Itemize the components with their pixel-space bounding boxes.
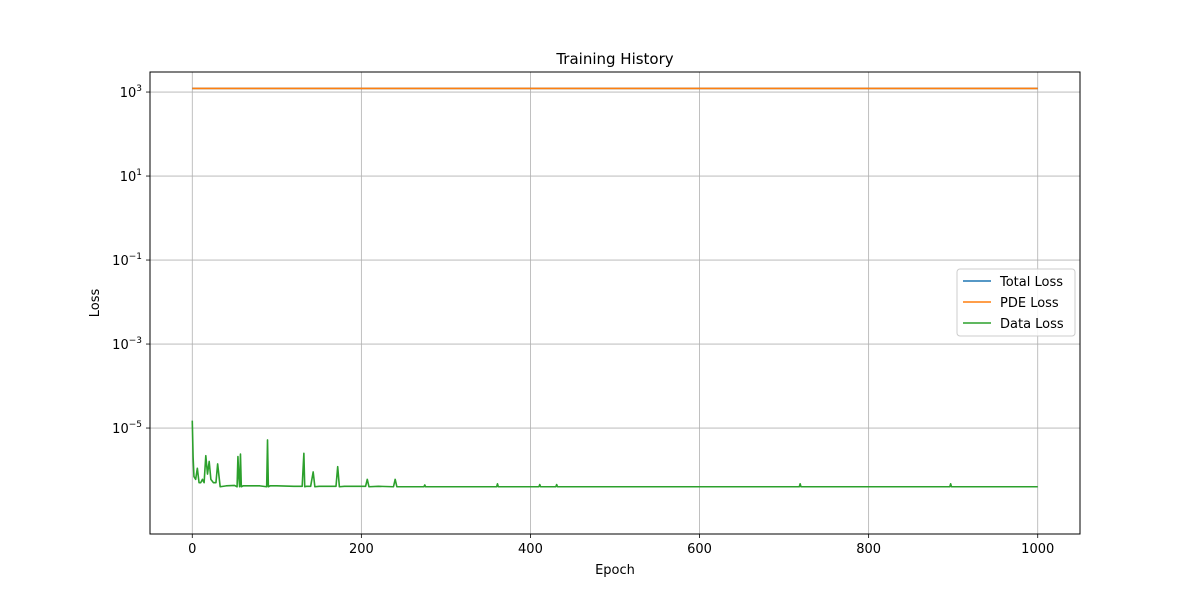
x-tick-label: 800 [856,542,881,557]
x-tick-label: 0 [188,542,196,557]
y-tick-label: 10−1 [112,252,142,269]
legend-label: PDE Loss [1000,296,1059,311]
x-axis-ticks: 0 200 400 600 800 1000 [188,534,1054,557]
x-axis-title: Epoch [595,563,635,578]
legend-label: Total Loss [999,275,1063,290]
plot-frame [149,71,1081,535]
series-line-data-loss [191,420,1038,488]
y-tick-label: 10−5 [112,420,142,437]
y-tick-label: 103 [120,84,142,101]
legend: Total Loss PDE Loss Data Loss [956,268,1076,337]
grid [150,72,1080,534]
legend-label: Data Loss [1000,317,1064,332]
x-tick-label: 400 [518,542,543,557]
x-tick-label: 1000 [1021,542,1054,557]
y-axis-title: Loss [88,289,103,318]
legend-box [956,268,1076,337]
x-tick-label: 600 [687,542,712,557]
chart-title: Training History [555,50,673,68]
y-axis-ticks: 10−5 10−3 10−1 101 103 [112,84,150,437]
y-tick-label: 101 [120,168,142,185]
x-tick-label: 200 [349,542,374,557]
y-tick-label: 10−3 [112,336,142,353]
series-lines [191,87,1038,488]
